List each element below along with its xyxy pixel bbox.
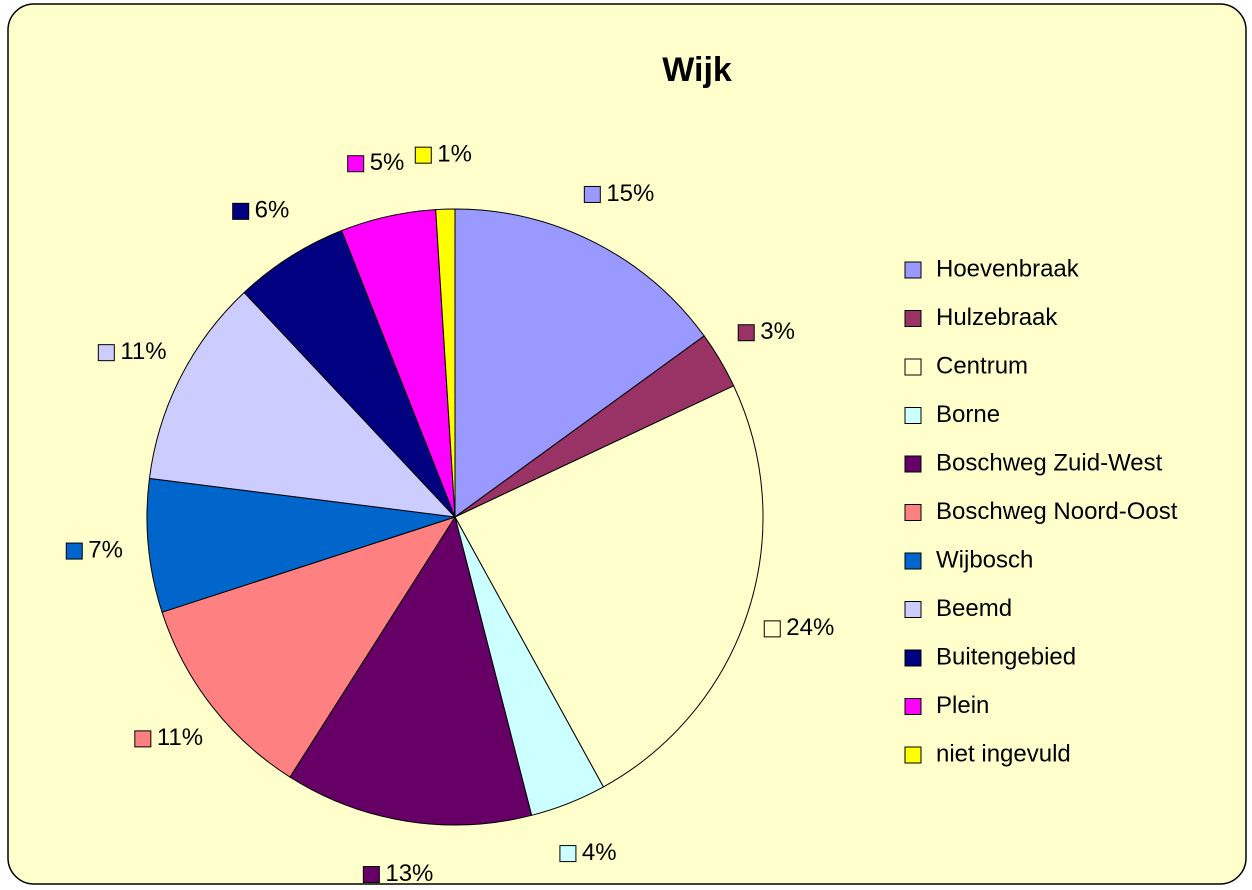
data-label: 1% (437, 141, 472, 168)
data-label: 11% (157, 724, 203, 751)
legend-swatch (904, 310, 922, 327)
data-label: 7% (88, 536, 123, 563)
pie-slice (146, 477, 456, 613)
data-label: 15% (606, 180, 654, 207)
legend-label: Boschweg Zuid-West (936, 449, 1163, 476)
data-label: 3% (760, 318, 795, 345)
legend-swatch (904, 698, 922, 715)
legend-label: Borne (936, 401, 1000, 428)
legend-swatch (904, 358, 922, 376)
data-label: 5% (370, 149, 405, 176)
pie-slice (289, 515, 533, 826)
label-swatch (414, 146, 432, 164)
data-label: 13% (385, 860, 433, 887)
label-swatch (347, 155, 365, 173)
label-swatch (737, 324, 755, 342)
legend-label: Beemd (936, 595, 1012, 622)
label-swatch (763, 620, 781, 638)
data-label: 4% (582, 839, 617, 866)
legend-label: Hoevenbraak (936, 255, 1080, 282)
data-label: 24% (786, 614, 834, 641)
data-label: 6% (255, 197, 290, 224)
legend-swatch (904, 261, 922, 279)
legend-label: niet ingevuld (936, 740, 1071, 767)
label-swatch (232, 202, 250, 220)
pie-slice (454, 385, 764, 788)
legend-swatch (904, 746, 922, 764)
legend-swatch (904, 649, 922, 667)
legend-swatch (904, 504, 922, 521)
label-swatch (583, 185, 601, 203)
legend-label: Centrum (936, 352, 1028, 379)
label-swatch (362, 866, 380, 884)
pie-slice (161, 516, 457, 778)
legend-swatch (904, 601, 922, 618)
legend-swatch (904, 455, 922, 473)
label-swatch (134, 730, 152, 748)
label-swatch (65, 542, 83, 560)
label-swatch (97, 344, 115, 362)
pie-slice (148, 291, 457, 518)
data-label: 11% (120, 338, 166, 365)
legend-label: Hulzebraak (936, 304, 1058, 331)
pie-slice (435, 208, 456, 518)
legend-label: Wijbosch (936, 546, 1033, 573)
label-swatch (559, 845, 577, 863)
legend-swatch (904, 552, 922, 570)
legend-swatch (904, 407, 922, 424)
legend-label: Buitengebied (936, 643, 1076, 670)
chart-title: Wijk (662, 51, 732, 89)
legend-label: Boschweg Noord-Oost (936, 498, 1178, 525)
legend-label: Plein (936, 692, 989, 719)
pie-slice (454, 208, 705, 518)
